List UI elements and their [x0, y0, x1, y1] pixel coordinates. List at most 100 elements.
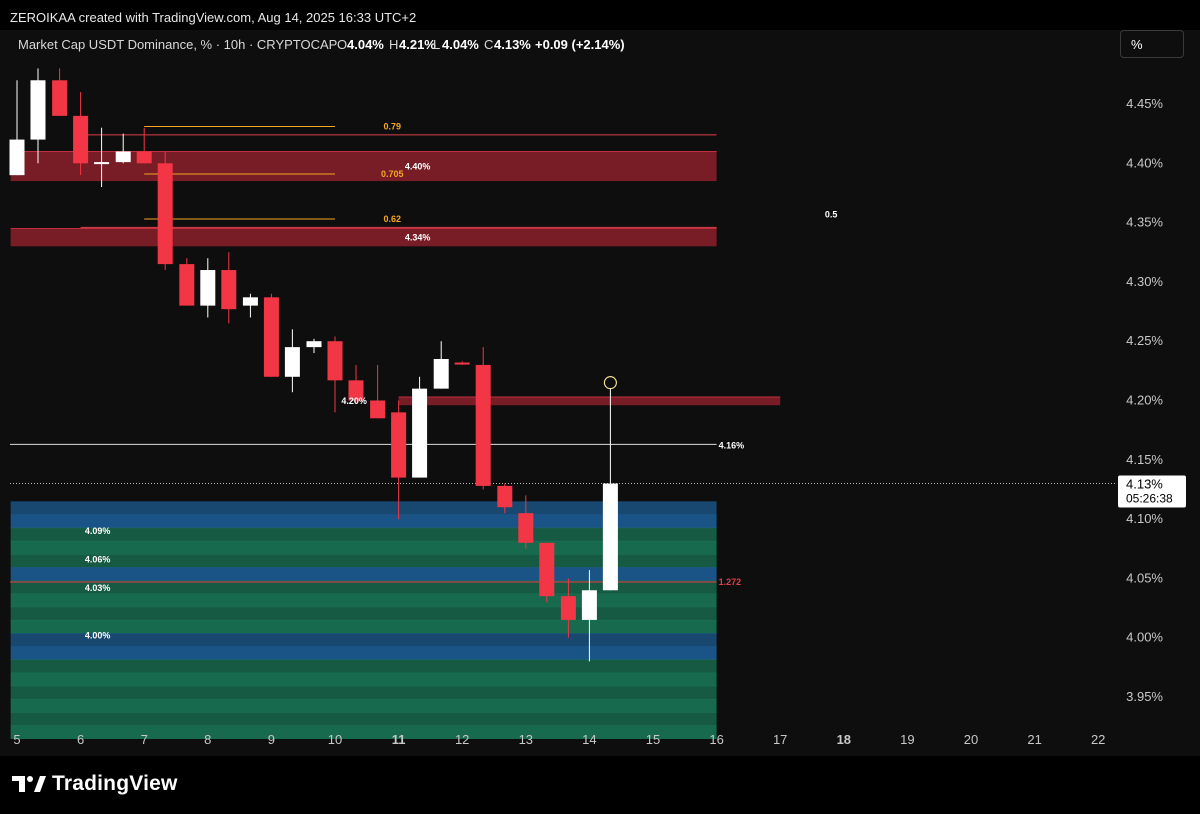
x-tick-label: 20: [964, 732, 978, 747]
support-level-label: 4.03%: [85, 583, 111, 593]
support-zone-band: [10, 633, 717, 647]
candle-body: [115, 151, 131, 163]
y-tick-label: 4.05%: [1126, 570, 1163, 585]
legend-o-value: 4.04%: [347, 37, 384, 52]
x-tick-label: 10: [328, 732, 342, 747]
candle-body: [94, 162, 110, 165]
tradingview-logo[interactable]: TradingView: [12, 772, 178, 796]
fib-label: 0.5: [825, 209, 838, 219]
candle-body: [497, 485, 513, 508]
x-tick-label: 14: [582, 732, 596, 747]
tradingview-logo-icon: [12, 776, 46, 792]
x-tick-label: 22: [1091, 732, 1105, 747]
price-chart[interactable]: 4.40% 4.34% 4.20% 4.09% 4.06% 4.03% 4.00% 0.79 0…: [0, 30, 1200, 756]
candle-body: [30, 80, 46, 140]
support-zone-band: [10, 725, 717, 740]
labels-layer: 4.40% 4.34% 4.20% 4.09% 4.06% 4.03% 4.00% 0.79 0…: [85, 122, 838, 641]
candle-body: [518, 513, 534, 543]
candle-body: [200, 270, 216, 306]
legend-h-value: 4.21%: [399, 37, 436, 52]
zone-label: 4.20%: [341, 396, 367, 406]
candle-body: [157, 163, 173, 265]
price-tag: [1118, 475, 1186, 508]
support-zone-band: [10, 501, 717, 515]
x-tick-label: 8: [204, 732, 211, 747]
legend-o-label: O: [337, 37, 347, 52]
support-zone-band: [10, 619, 717, 634]
candle-body: [284, 347, 300, 377]
price-tag-countdown: 05:26:38: [1126, 492, 1173, 506]
candle-body: [327, 341, 343, 381]
legend-c-label: C: [484, 37, 493, 52]
x-tick-label: 12: [455, 732, 469, 747]
candle-body: [454, 362, 470, 365]
support-zone-band: [10, 672, 717, 687]
x-tick-label: 19: [900, 732, 914, 747]
x-tick-label: 11: [392, 732, 406, 747]
support-zone-band: [10, 527, 717, 542]
support-zone-band: [10, 685, 717, 700]
candles-layer: [9, 68, 618, 662]
y-tick-label: 4.10%: [1126, 511, 1163, 526]
legend-h-label: H: [389, 37, 398, 52]
y-tick-label: 4.20%: [1126, 393, 1163, 408]
chart-header: ZEROIKAA created with TradingView.com, A…: [0, 0, 1200, 30]
support-zone-band: [10, 646, 717, 660]
candle-body: [412, 388, 428, 478]
axes-layer: 4.45% 4.40% 4.35% 4.30% 4.25% 4.20% 4.15% 4.10%…: [13, 96, 1186, 747]
unit-toggle-button[interactable]: %: [1120, 30, 1184, 58]
support-level-label: 4.00%: [85, 630, 111, 640]
legend-c-value: 4.13%: [494, 37, 531, 52]
legend-l-value: 4.04%: [442, 37, 479, 52]
credit-text: ZEROIKAA created with TradingView.com, A…: [10, 10, 417, 25]
x-tick-label: 15: [646, 732, 660, 747]
candle-body: [242, 297, 258, 306]
candle-body: [581, 590, 597, 620]
x-tick-label: 18: [837, 732, 851, 747]
y-tick-label: 4.45%: [1126, 96, 1163, 111]
lines-layer: [10, 126, 1115, 583]
candle-body: [433, 358, 449, 389]
support-zone-band: [10, 698, 717, 713]
candle-body: [560, 596, 576, 620]
legend-symbol: Market Cap USDT Dominance, % · 10h · CRY…: [18, 37, 337, 52]
candle-body: [52, 80, 68, 116]
footer: TradingView: [0, 756, 1200, 814]
candle-body: [370, 400, 386, 419]
candle-body: [306, 341, 322, 348]
candle-body: [348, 380, 364, 401]
x-tick-label: 16: [709, 732, 723, 747]
candle-body: [391, 412, 407, 478]
fib-label: 0.62: [383, 214, 401, 224]
fib-label: 1.272: [719, 577, 742, 587]
candle-body: [221, 270, 237, 310]
zone-label: 4.34%: [405, 232, 431, 242]
chart-area[interactable]: 4.40% 4.34% 4.20% 4.09% 4.06% 4.03% 4.00% 0.79 0…: [0, 30, 1200, 756]
candle-body: [475, 364, 491, 486]
support-zone-band: [10, 514, 717, 529]
y-tick-label: 4.35%: [1126, 215, 1163, 230]
price-tag-value: 4.13%: [1126, 477, 1163, 492]
zone-label: 4.40%: [405, 161, 431, 171]
x-tick-label: 7: [141, 732, 148, 747]
y-tick-label: 4.40%: [1126, 155, 1163, 170]
fib-label: 0.705: [381, 169, 404, 179]
x-tick-label: 5: [13, 732, 20, 747]
y-tick-label: 4.30%: [1126, 274, 1163, 289]
candle-body: [263, 297, 279, 377]
support-level-label: 4.06%: [85, 554, 111, 564]
y-tick-label: 3.95%: [1126, 689, 1163, 704]
resistance-zone: [398, 396, 781, 406]
support-zone-band: [10, 593, 717, 608]
x-tick-label: 9: [268, 732, 275, 747]
y-tick-label: 4.00%: [1126, 630, 1163, 645]
crosshair-marker: [603, 376, 617, 390]
x-tick-label: 13: [519, 732, 533, 747]
candle-body: [179, 264, 195, 306]
fib-label: 0.79: [383, 122, 401, 132]
candle-body: [136, 151, 152, 164]
ohlc-readout: O 4.04% H 4.21% L 4.04% C 4.13% +0.09 (+…: [337, 37, 625, 52]
y-tick-label: 4.15%: [1126, 452, 1163, 467]
x-tick-label: 21: [1027, 732, 1041, 747]
x-tick-label: 6: [77, 732, 84, 747]
